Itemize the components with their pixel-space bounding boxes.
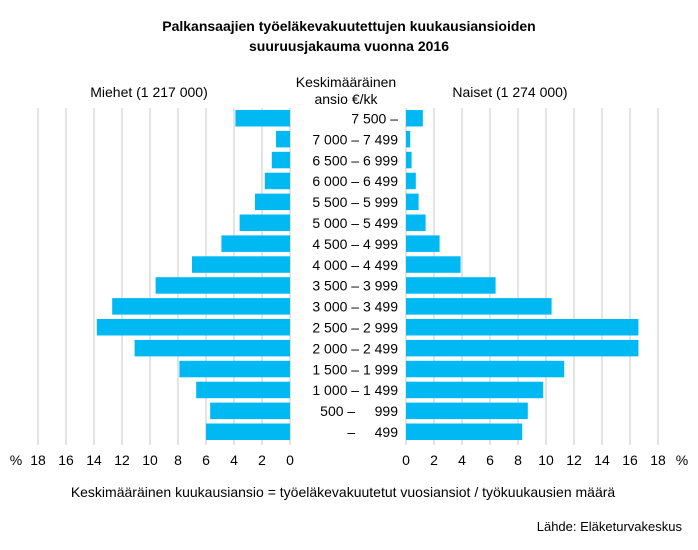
category-label: 6 500 – 6 999 bbox=[312, 152, 398, 168]
category-label: 3 000 – 3 499 bbox=[312, 299, 398, 315]
category-label: 1 500 – 1 999 bbox=[312, 361, 398, 377]
bar-women bbox=[406, 319, 639, 336]
x-tick-label-right: 18 bbox=[650, 452, 666, 468]
chart-title-line-2: suuruusjakauma vuonna 2016 bbox=[249, 38, 449, 54]
x-tick-label-right: 12 bbox=[566, 452, 582, 468]
bar-women bbox=[406, 193, 419, 211]
category-labels: 7 500 – 7 000 – 7 499 6 500 – 6 999 6 000 –… bbox=[312, 111, 398, 441]
category-label: 7 000 – 7 499 bbox=[312, 131, 398, 147]
bars bbox=[96, 110, 639, 440]
gridlines bbox=[37, 108, 659, 445]
x-tick-label-right: 2 bbox=[430, 452, 438, 468]
x-tick-label-left: 10 bbox=[142, 452, 158, 468]
bar-women bbox=[406, 130, 411, 148]
category-label: 4 000 – 4 499 bbox=[312, 257, 398, 273]
chart-title-line-1: Palkansaajien työeläkevakuutettujen kuuk… bbox=[162, 18, 535, 34]
bar-women bbox=[406, 423, 523, 440]
x-axis-tick-labels: 18 16 14 12 10 8 6 4 2 0 0 2 4 6 8 10 12 14 16 18 bbox=[30, 452, 666, 468]
bar-women bbox=[406, 360, 565, 378]
x-tick-label-right: 14 bbox=[594, 452, 610, 468]
bar-men bbox=[112, 298, 290, 315]
bar-women bbox=[406, 110, 423, 127]
bar-men bbox=[264, 172, 290, 190]
bar-women bbox=[406, 339, 639, 357]
bar-men bbox=[196, 381, 290, 399]
category-label: 3 500 – 3 999 bbox=[312, 278, 398, 294]
bar-men bbox=[134, 339, 290, 357]
category-label: 500 – 999 bbox=[320, 403, 398, 419]
bar-men bbox=[206, 423, 290, 440]
x-tick-label-right: 8 bbox=[514, 452, 522, 468]
category-label: 4 500 – 4 999 bbox=[312, 236, 398, 252]
bar-men bbox=[96, 319, 290, 336]
bar-men bbox=[239, 214, 290, 231]
category-label: 6 000 – 6 499 bbox=[312, 173, 398, 189]
bar-men bbox=[235, 110, 290, 127]
bar-women bbox=[406, 256, 461, 273]
x-tick-label-left: 0 bbox=[286, 452, 294, 468]
x-tick-label-right: 10 bbox=[538, 452, 554, 468]
bar-women bbox=[406, 402, 528, 420]
x-tick-label-left: 18 bbox=[30, 452, 46, 468]
legend-women-label: Naiset (1 274 000) bbox=[452, 84, 567, 100]
bar-men bbox=[179, 360, 290, 378]
bar-men bbox=[255, 193, 290, 211]
category-label: 1 000 – 1 499 bbox=[312, 382, 398, 398]
bar-men bbox=[271, 151, 290, 169]
center-header-line-2: ansio €/kk bbox=[314, 91, 378, 107]
bar-women bbox=[406, 381, 544, 399]
x-tick-label-right: 4 bbox=[458, 452, 466, 468]
bar-men bbox=[221, 235, 290, 252]
bar-men bbox=[155, 277, 290, 294]
x-tick-label-left: 16 bbox=[58, 452, 74, 468]
x-tick-label-left: 12 bbox=[114, 452, 130, 468]
category-label: 2 500 – 2 999 bbox=[312, 320, 398, 336]
x-tick-label-left: 14 bbox=[86, 452, 102, 468]
center-header-line-1: Keskimääräinen bbox=[296, 74, 396, 90]
left-axis-percent-unit: % bbox=[10, 452, 22, 468]
category-label: 2 000 – 2 499 bbox=[312, 340, 398, 356]
right-axis-percent-unit: % bbox=[676, 452, 688, 468]
x-tick-label-left: 8 bbox=[174, 452, 182, 468]
x-tick-label-right: 16 bbox=[622, 452, 638, 468]
bar-women bbox=[406, 277, 496, 294]
category-label: 7 500 – bbox=[351, 111, 398, 127]
bar-women bbox=[406, 172, 416, 190]
bar-men bbox=[210, 402, 290, 420]
x-tick-label-right: 6 bbox=[486, 452, 494, 468]
x-tick-label-left: 6 bbox=[202, 452, 210, 468]
x-tick-label-left: 4 bbox=[230, 452, 238, 468]
x-tick-label-right: 0 bbox=[402, 452, 410, 468]
bar-women bbox=[406, 298, 552, 315]
bar-men bbox=[276, 130, 290, 148]
x-tick-label-left: 2 bbox=[258, 452, 266, 468]
legend-men-label: Miehet (1 217 000) bbox=[90, 84, 208, 100]
category-label: 5 000 – 5 499 bbox=[312, 215, 398, 231]
footnote: Keskimääräinen kuukausiansio = työeläkev… bbox=[71, 484, 616, 500]
bar-women bbox=[406, 214, 426, 231]
bar-women bbox=[406, 151, 412, 169]
source-note: Lähde: Eläketurvakeskus bbox=[537, 519, 683, 534]
bar-men bbox=[192, 256, 290, 273]
category-label: 5 500 – 5 999 bbox=[312, 194, 398, 210]
bar-women bbox=[406, 235, 440, 252]
category-label: – 499 bbox=[347, 424, 398, 440]
